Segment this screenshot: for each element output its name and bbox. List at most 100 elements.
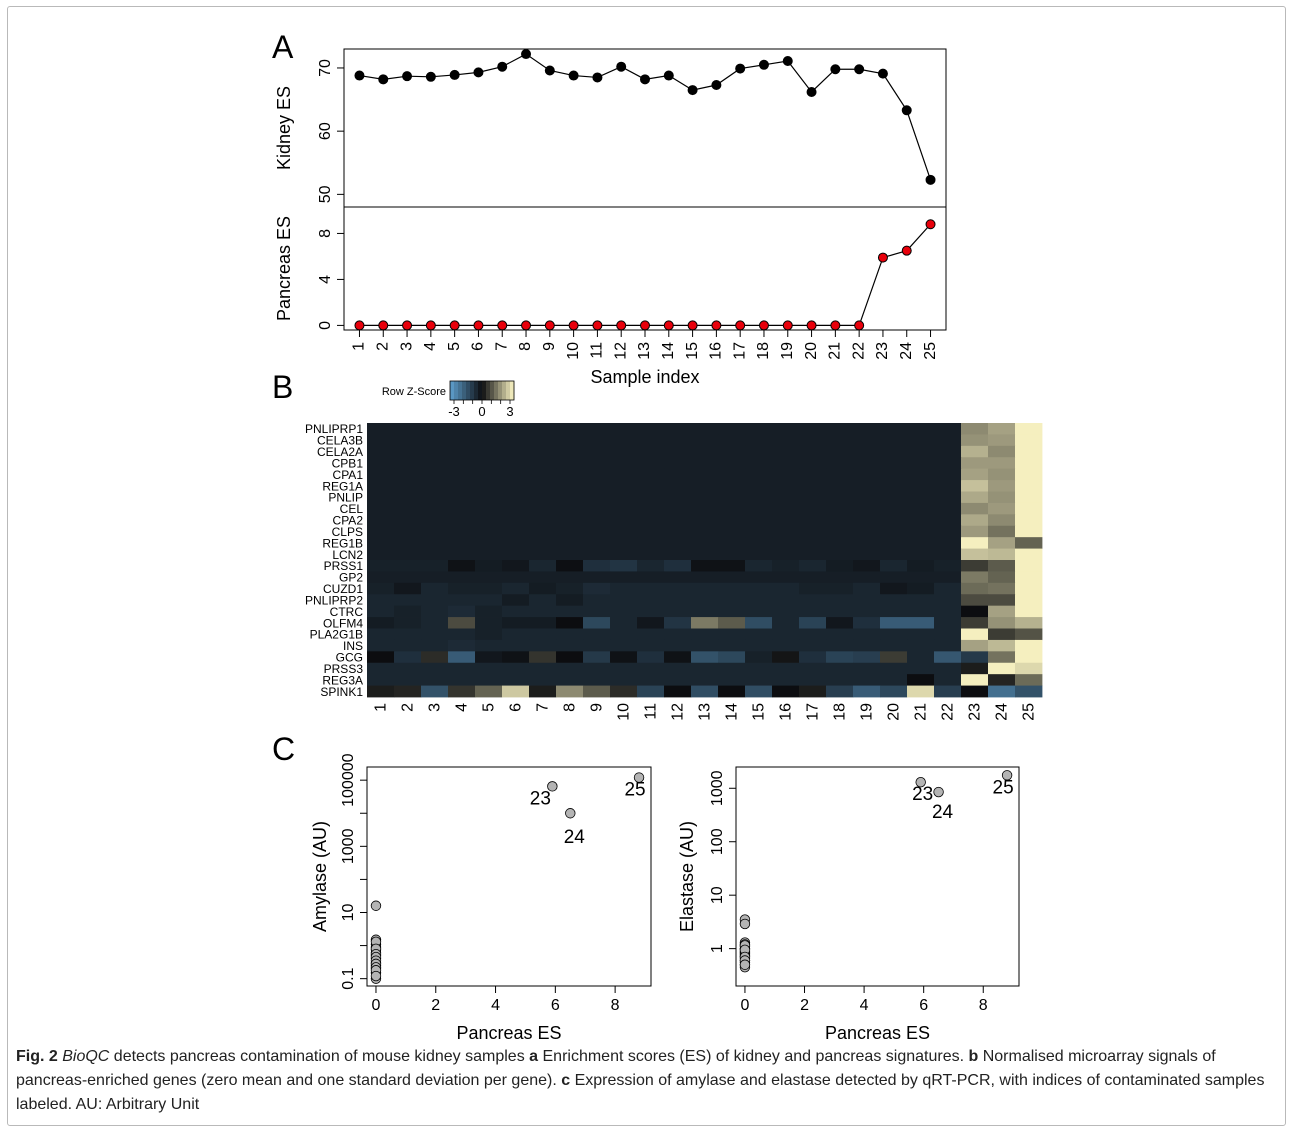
heatmap-cell [502, 468, 530, 481]
heatmap-cell [691, 480, 719, 492]
heatmap-cell [529, 548, 557, 561]
heatmap-column-label: 16 [778, 703, 795, 721]
heatmap-cell [610, 502, 638, 515]
heatmap-cell [907, 457, 935, 470]
heatmap-cell [1015, 617, 1043, 629]
heatmap-cell [1015, 537, 1043, 549]
heatmap-cell [367, 548, 395, 561]
legend-color-step [494, 381, 499, 400]
pancreas-es-point [402, 320, 413, 331]
heatmap-cell [637, 537, 665, 549]
heatmap-row-label: INS [343, 639, 363, 653]
pancreas-es-point [473, 320, 484, 331]
elastase-y-tick-label: 10 [709, 886, 726, 904]
heatmap-cell [583, 605, 611, 618]
heatmap-cell [556, 594, 584, 607]
heatmap-cell [610, 571, 638, 584]
heatmap-cell [367, 571, 395, 584]
heatmap-cell [502, 514, 530, 527]
heatmap-column-label: 11 [643, 703, 660, 720]
caption-text-b: Normalised microarray signals of pancrea… [16, 1048, 1216, 1089]
heatmap-cell [853, 480, 881, 492]
heatmap-cell [394, 560, 422, 572]
heatmap-cell [421, 457, 449, 470]
heatmap-cell [664, 617, 692, 629]
heatmap-cell [367, 582, 395, 595]
heatmap-cell [907, 468, 935, 481]
pancreas-es-point [806, 320, 817, 331]
heatmap-cell [367, 594, 395, 607]
pancreas-es-point [663, 320, 674, 331]
heatmap-cell [772, 571, 800, 584]
legend-color-step [466, 381, 471, 400]
heatmap-cell [961, 548, 989, 561]
sample-index-tick-label: 12 [612, 342, 629, 360]
heatmap-cell [988, 491, 1016, 504]
heatmap-cell [799, 571, 827, 584]
heatmap-cell [718, 548, 746, 561]
kidney-es-point [806, 86, 817, 97]
heatmap-cell [988, 468, 1016, 481]
heatmap-cell [799, 582, 827, 595]
heatmap-cell [502, 594, 530, 607]
heatmap-cell [367, 651, 395, 664]
heatmap-cell [826, 605, 854, 618]
legend-color-step [474, 381, 479, 400]
heatmap-cell [529, 491, 557, 504]
legend-color-step [470, 381, 475, 400]
elastase-x-tick-label: 2 [800, 997, 809, 1014]
heatmap-cell [583, 548, 611, 561]
heatmap-cell [961, 560, 989, 572]
heatmap-cell [448, 502, 476, 515]
heatmap-cell [421, 537, 449, 549]
heatmap-cell [907, 571, 935, 584]
heatmap-column-label: 17 [805, 703, 822, 721]
heatmap-cell [691, 548, 719, 561]
heatmap-cell [961, 628, 989, 641]
heatmap-cell [745, 502, 773, 515]
heatmap-cell [637, 480, 665, 492]
elastase-point [933, 786, 944, 798]
heatmap-cell [637, 617, 665, 629]
heatmap-cell [394, 548, 422, 561]
legend-color-step [462, 381, 467, 400]
heatmap-cell [745, 491, 773, 504]
heatmap-cell [691, 571, 719, 584]
heatmap-cell [448, 651, 476, 664]
heatmap-cell [691, 628, 719, 641]
heatmap-row-label: REG3A [322, 673, 363, 687]
heatmap-cell [745, 685, 773, 698]
heatmap-cell [664, 674, 692, 686]
elastase-y-tick-label: 1 [709, 944, 726, 953]
heatmap-cell [394, 628, 422, 641]
pancreas-es-point [640, 320, 650, 331]
heatmap-cell [880, 628, 908, 641]
heatmap-cell [853, 582, 881, 595]
amylase-point [633, 772, 645, 783]
heatmap-cell [367, 605, 395, 618]
heatmap-cell [691, 594, 719, 607]
heatmap-cell [826, 628, 854, 641]
heatmap-cell [664, 480, 692, 492]
heatmap-cell [367, 617, 395, 629]
panel-label-b: B [272, 369, 293, 405]
heatmap-cell [691, 651, 719, 664]
pancreas-es-point [568, 320, 579, 331]
legend-color-step [510, 381, 515, 400]
heatmap-cell [988, 537, 1016, 549]
heatmap-cell [421, 594, 449, 607]
heatmap-cell [637, 468, 665, 481]
heatmap-cell [448, 457, 476, 470]
heatmap-cell [799, 502, 827, 515]
amylase-point [547, 781, 558, 792]
heatmap-cell [529, 639, 557, 652]
heatmap-cell [934, 582, 962, 595]
heatmap-cell [961, 582, 989, 595]
kidney-es-point [687, 85, 698, 96]
heatmap-cell [745, 537, 773, 549]
heatmap-cell [664, 594, 692, 607]
heatmap-row-label: PNLIPRP2 [305, 593, 363, 607]
pancreas-es-point [449, 320, 460, 331]
heatmap-row-label: OLFM4 [323, 616, 363, 630]
heatmap-cell [718, 423, 746, 435]
